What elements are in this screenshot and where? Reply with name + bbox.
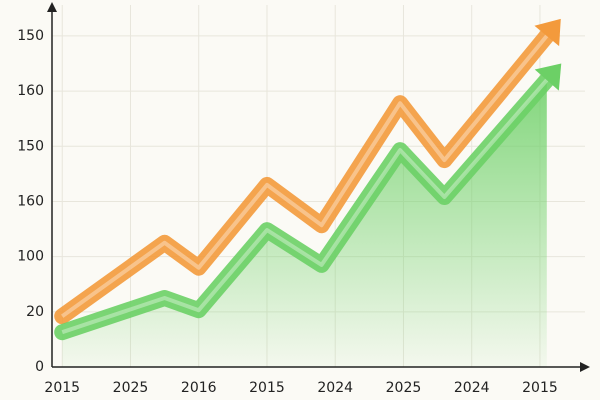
y-tick-label: 20: [26, 304, 44, 320]
x-tick-label: 2015: [249, 380, 285, 396]
y-axis-arrow: [47, 2, 57, 12]
line: [54, 27, 555, 325]
y-tick-label: 100: [17, 249, 44, 265]
y-tick-label: 160: [17, 193, 44, 209]
y-tick-label: 0: [35, 359, 44, 375]
line-highlight: [61, 34, 549, 318]
arrowhead: [534, 63, 562, 91]
line: [54, 72, 555, 341]
y-tick-label: 150: [17, 138, 44, 154]
x-tick-label: 2025: [386, 380, 422, 396]
x-axis-arrow: [580, 362, 590, 372]
x-tick-label: 2016: [181, 380, 217, 396]
x-tick-label: 2024: [454, 380, 490, 396]
x-tick-label: 2025: [113, 380, 149, 396]
y-tick-label: 160: [17, 83, 44, 99]
area: [62, 80, 547, 367]
x-tick-label: 2015: [44, 380, 80, 396]
x-tick-label: 2015: [522, 380, 558, 396]
x-tick-label: 2024: [317, 380, 353, 396]
y-tick-label: 150: [17, 28, 44, 44]
arrowhead: [534, 18, 561, 47]
line-highlight: [61, 78, 549, 335]
